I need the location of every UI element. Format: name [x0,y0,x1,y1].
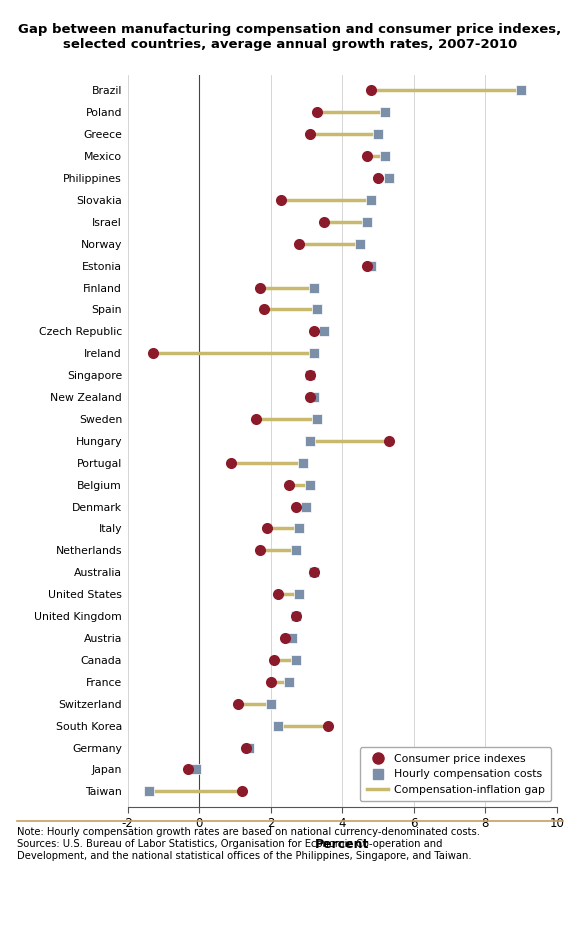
Legend: Consumer price indexes, Hourly compensation costs, Compensation-inflation gap: Consumer price indexes, Hourly compensat… [360,748,552,801]
X-axis label: Percent: Percent [315,839,369,852]
Text: Note: Hourly compensation growth rates are based on national currency-denominate: Note: Hourly compensation growth rates a… [17,827,480,860]
Text: Gap between manufacturing compensation and consumer price indexes,
selected coun: Gap between manufacturing compensation a… [19,23,561,52]
